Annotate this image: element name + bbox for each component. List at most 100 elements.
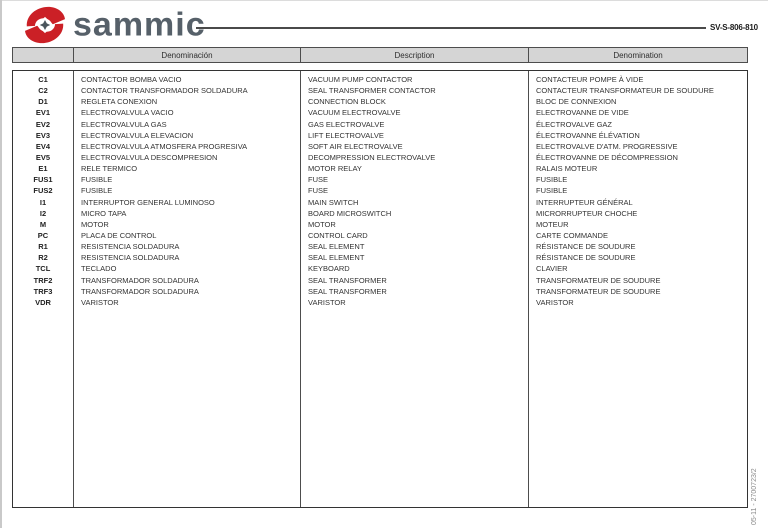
cell-denominacion: MOTOR <box>81 219 109 229</box>
cell-denominacion: RESISTENCIA SOLDADURA <box>81 253 180 263</box>
cell-code: M <box>39 219 47 229</box>
sammic-logo-icon <box>25 6 65 44</box>
cell-description: MOTOR RELAY <box>308 164 362 174</box>
cell-denomination: ÉLECTROVANNE ÉLÉVATION <box>536 130 640 140</box>
cell-denominacion: MICRO TAPA <box>81 208 127 218</box>
table-row: D1 REGLETA CONEXION CONNECTION BLOCK BLOC D… <box>13 96 747 107</box>
brand-wordmark: sammic <box>73 6 206 44</box>
cell-denomination: RÉSISTANCE DE SOUDURE <box>536 253 636 263</box>
cell-denominacion: TECLADO <box>81 264 117 274</box>
cell-description: SEAL ELEMENT <box>308 253 365 263</box>
cell-description: VARISTOR <box>308 297 346 307</box>
cell-denominacion: FUSIBLE <box>81 186 113 196</box>
cell-code: VDR <box>35 297 51 307</box>
cell-denominacion: ELECTROVALVULA DESCOMPRESION <box>81 152 218 162</box>
table-body: C1 CONTACTOR BOMBA VACIO VACUUM PUMP CONTA… <box>12 70 748 508</box>
cell-denomination: ÉLECTROVALVE GAZ <box>536 119 612 129</box>
cell-denomination: RÉSISTANCE DE SOUDURE <box>536 242 636 252</box>
column-divider <box>528 71 529 507</box>
table-row: EV2 ELECTROVALVULA GAS GAS ELECTROVALVE ÉLE… <box>13 119 747 130</box>
cell-denominacion: RESISTENCIA SOLDADURA <box>81 242 180 252</box>
cell-description: FUSE <box>308 175 329 185</box>
cell-denomination: CONTACTEUR TRANSFORMATEUR DE SOUDURE <box>536 86 714 96</box>
table-row: EV1 ELECTROVALVULA VACIO VACUUM ELECTROVAL… <box>13 107 747 118</box>
cell-code: TRF3 <box>33 286 53 296</box>
cell-denominacion: PLACA DE CONTROL <box>81 230 157 240</box>
cell-code: C1 <box>38 75 48 84</box>
table-row: I2 MICRO TAPA BOARD MICROSWITCH MICRORRUPTE… <box>13 208 747 219</box>
table-row: TRF2 TRANSFORMADOR SOLDADURA SEAL TRANSFOR… <box>13 275 747 286</box>
cell-description: FUSE <box>308 186 329 196</box>
cell-description: SEAL TRANSFORMER <box>308 286 387 296</box>
table-row: TRF3 TRANSFORMADOR SOLDADURA SEAL TRANSFOR… <box>13 286 747 297</box>
side-doc-number: 05-11 - 2700723/2 <box>751 468 758 525</box>
cell-description: DECOMPRESSION ELECTROVALVE <box>308 152 436 162</box>
cell-code: R1 <box>38 242 48 252</box>
cell-code: I2 <box>39 208 47 218</box>
brand-logo: sammic <box>22 5 206 45</box>
table-row: VDR VARISTOR VARISTOR VARISTOR <box>13 297 747 308</box>
table-row: M MOTOR MOTOR MOTEUR <box>13 219 747 230</box>
cell-code: TRF2 <box>33 275 53 285</box>
table-row: FUS1 FUSIBLE FUSE FUSIBLE <box>13 174 747 185</box>
cell-description: VACUUM ELECTROVALVE <box>308 108 401 118</box>
table-row: EV4 ELECTROVALVULA ATMOSFERA PROGRESIVA SO… <box>13 141 747 152</box>
cell-denominacion: ELECTROVALVULA GAS <box>81 119 167 129</box>
cell-denomination: RALAIS MOTEUR <box>536 164 598 174</box>
cell-description: VACUUM PUMP CONTACTOR <box>308 75 413 84</box>
cell-code: D1 <box>38 97 48 107</box>
table-row: R1 RESISTENCIA SOLDADURA SEAL ELEMENT RÉSIS… <box>13 241 747 252</box>
header-divider <box>196 27 706 29</box>
cell-denomination: CARTE COMMANDE <box>536 230 608 240</box>
cell-denominacion: VARISTOR <box>81 297 119 307</box>
cell-code: FUS1 <box>33 175 53 185</box>
cell-description: KEYBOARD <box>308 264 350 274</box>
cell-description: MAIN SWITCH <box>308 197 359 207</box>
cell-denomination: ELECTROVANNE DE VIDE <box>536 108 629 118</box>
cell-code: FUS2 <box>33 186 53 196</box>
cell-denomination: VARISTOR <box>536 297 574 307</box>
cell-denomination: TRANSFORMATEUR DE SOUDURE <box>536 275 661 285</box>
cell-denominacion: TRANSFORMADOR SOLDADURA <box>81 286 199 296</box>
table-row: E1 RELE TERMICO MOTOR RELAY RALAIS MOTEUR <box>13 163 747 174</box>
cell-description: CONTROL CARD <box>308 230 368 240</box>
table-row: C2 CONTACTOR TRANSFORMADOR SOLDADURA SEAL … <box>13 85 747 96</box>
cell-denomination: CLAVIER <box>536 264 568 274</box>
cell-description: GAS ELECTROVALVE <box>308 119 385 129</box>
cell-code: EV4 <box>35 141 51 151</box>
cell-code: R2 <box>38 253 48 263</box>
cell-description: MOTOR <box>308 219 336 229</box>
cell-denomination: INTERRUPTEUR GÉNÉRAL <box>536 197 633 207</box>
cell-description: CONNECTION BLOCK <box>308 97 386 107</box>
cell-code: PC <box>37 230 49 240</box>
cell-description: LIFT ELECTROVALVE <box>308 130 384 140</box>
table-row: I1 INTERRUPTOR GENERAL LUMINOSO MAIN SWITC… <box>13 197 747 208</box>
cell-code: I1 <box>39 197 47 207</box>
cell-denomination: ELECTROVALVE D'ATM. PROGRESSIVE <box>536 141 678 151</box>
cell-description: SEAL TRANSFORMER <box>308 275 387 285</box>
cell-denomination: MICRORRUPTEUR CHOCHE <box>536 208 638 218</box>
cell-denomination: FUSIBLE <box>536 175 568 185</box>
cell-code: EV1 <box>35 108 51 118</box>
table-row: EV5 ELECTROVALVULA DESCOMPRESION DECOMPRES… <box>13 152 747 163</box>
column-divider <box>73 71 74 507</box>
table-row: EV3 ELECTROVALVULA ELEVACION LIFT ELECTROV… <box>13 130 747 141</box>
cell-denomination: FUSIBLE <box>536 186 568 196</box>
cell-denominacion: CONTACTOR BOMBA VACIO <box>81 75 182 84</box>
cell-denomination: TRANSFORMATEUR DE SOUDURE <box>536 286 661 296</box>
cell-code: E1 <box>38 164 48 174</box>
cell-code: TCL <box>35 264 51 274</box>
cell-denominacion: TRANSFORMADOR SOLDADURA <box>81 275 199 285</box>
cell-denominacion: ELECTROVALVULA ELEVACION <box>81 130 194 140</box>
table-row: PC PLACA DE CONTROL CONTROL CARD CARTE COMM… <box>13 230 747 241</box>
cell-denominacion: CONTACTOR TRANSFORMADOR SOLDADURA <box>81 86 248 96</box>
cell-description: SEAL TRANSFORMER CONTACTOR <box>308 86 436 96</box>
cell-denominacion: REGLETA CONEXION <box>81 97 158 107</box>
cell-code: EV3 <box>35 130 51 140</box>
cell-description: SOFT AIR ELECTROVALVE <box>308 141 403 151</box>
cell-denomination: ÉLECTROVANNE DE DÉCOMPRESSION <box>536 152 678 162</box>
table-row: R2 RESISTENCIA SOLDADURA SEAL ELEMENT RÉSIS… <box>13 252 747 263</box>
cell-code: C2 <box>38 86 48 96</box>
cell-code: EV5 <box>35 152 51 162</box>
